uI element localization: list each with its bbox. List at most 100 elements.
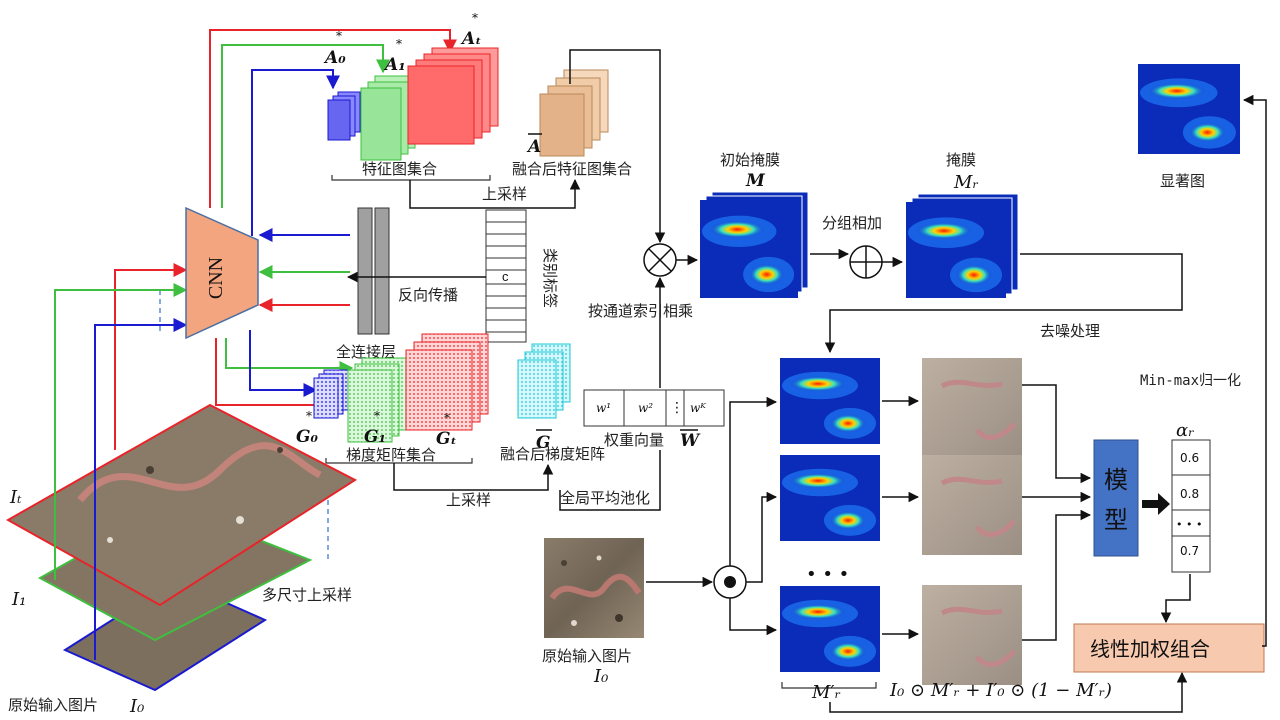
weight-2: w² xyxy=(638,401,653,415)
perturbed-2 xyxy=(922,455,1022,555)
formula: I₀ ⊙ M′ᵣ + I′₀ ⊙ (1 − M′ᵣ) xyxy=(889,680,1112,701)
perturbed-images: I₀ ⊙ M′ᵣ + I′₀ ⊙ (1 − M′ᵣ) xyxy=(882,358,1112,701)
model-output-arrow xyxy=(1142,493,1170,515)
linear-combo-label: 线性加权组合 xyxy=(1090,637,1210,661)
class-label-vector: c 类别标签 反向传播 xyxy=(346,209,559,343)
weight-vector: w¹ w² ⋮ wᴷ 权重向量 W 全局平均池化 xyxy=(559,276,725,511)
label-at: Aₜ xyxy=(460,29,482,49)
channel-mult-label: 按通道索引相乘 xyxy=(588,302,693,320)
fc-layer: 全连接层 xyxy=(336,207,396,361)
group-add-label: 分组相加 xyxy=(822,214,882,232)
label-a0: A₀ xyxy=(323,48,346,68)
denoised-masks: • • • M′ᵣ xyxy=(780,358,1188,713)
star: * xyxy=(306,409,312,423)
star: * xyxy=(396,37,402,51)
label-i1: I₁ xyxy=(11,589,26,610)
model-block: 模 型 αᵣ xyxy=(1093,420,1194,557)
gap-line xyxy=(559,450,661,511)
original-image: 原始输入图片 I₀ xyxy=(542,538,714,687)
orig-input-label: 原始输入图片 xyxy=(542,647,632,665)
feature-maps-red xyxy=(407,47,499,145)
grad-blue xyxy=(313,369,349,419)
bracket xyxy=(325,458,473,464)
feature-map-set: A₀ * A₁ * Aₜ * 特征图集合 xyxy=(323,11,499,181)
input-image-stack: Iₜ I₁ 多尺寸上采样 原始输入图片 I₀ xyxy=(5,290,357,717)
class-label-text: 类别标签 xyxy=(541,248,559,308)
label-i0: I₀ xyxy=(593,666,608,687)
gap-label: 全局平均池化 xyxy=(560,489,650,507)
label-abar: A xyxy=(526,137,541,157)
upsample-bottom: 上采样 xyxy=(393,463,554,509)
grad-set-label: 梯度矩阵集合 xyxy=(346,446,436,464)
fused-gradient: G 融合后梯度矩阵 xyxy=(500,343,605,463)
label-g1: G₁ xyxy=(364,427,386,447)
linear-combination: 线性加权组合 Min-max归一化 xyxy=(1073,94,1267,673)
label-i0-left: I₀ xyxy=(129,696,144,717)
saliency-label: 显著图 xyxy=(1160,172,1205,190)
backprop-label: 反向传播 xyxy=(398,286,458,304)
odot-operator xyxy=(713,396,778,636)
grad-red xyxy=(405,333,489,431)
weight-1: w¹ xyxy=(596,401,611,415)
cnn-block: CNN xyxy=(185,206,259,340)
weight-k: wᴷ xyxy=(690,401,707,415)
mask-1 xyxy=(780,358,880,444)
fused-feature-set-label: 融合后特征图集合 xyxy=(512,160,632,178)
feature-maps-green xyxy=(360,75,416,161)
mask-mr: 掩膜 Mᵣ 去噪处理 xyxy=(824,151,1183,354)
alpha-2: 0.8 xyxy=(1180,487,1199,501)
label-g0: G₀ xyxy=(296,427,319,447)
minmax-label: Min-max归一化 xyxy=(1140,372,1241,389)
label-mr: Mᵣ xyxy=(953,172,979,193)
backprop-lines xyxy=(258,228,350,312)
upsample-top-label: 上采样 xyxy=(482,185,527,203)
alpha-vector: 0.6 0.8 • • • 0.7 xyxy=(1160,439,1211,624)
multi-upsample-label: 多尺寸上采样 xyxy=(262,586,352,604)
label-mr-prime: M′ᵣ xyxy=(811,682,841,703)
perturbed-1 xyxy=(922,358,1022,458)
label-gbar: G xyxy=(536,433,551,453)
label-m: M xyxy=(745,171,766,191)
label-wbar: W xyxy=(680,431,701,451)
star: * xyxy=(374,409,380,423)
model-text: 模型 xyxy=(1200,0,1202,2)
upsample-top: 上采样 xyxy=(409,178,581,209)
label-a1: A₁ xyxy=(383,55,406,75)
fused-to-mult xyxy=(569,49,666,244)
input-connections xyxy=(54,263,188,660)
gradient-matrix-set: G₀ * G₁ * Gₜ * 梯度矩阵集合 xyxy=(296,333,489,464)
feature-maps-blue xyxy=(327,91,361,141)
upsample-bottom-label: 上采样 xyxy=(446,491,491,509)
star: * xyxy=(336,29,342,43)
mask-label: 掩膜 xyxy=(946,151,976,169)
bracket xyxy=(781,682,877,689)
alpha-3: 0.7 xyxy=(1180,544,1199,558)
label-it: Iₜ xyxy=(9,487,22,508)
mask-2 xyxy=(780,455,880,541)
denoise-label: 去噪处理 xyxy=(1040,322,1100,340)
fused-grad-label: 融合后梯度矩阵 xyxy=(500,445,605,463)
bracket xyxy=(331,175,491,181)
initial-mask: 初始掩膜 M 分组相加 xyxy=(700,151,882,298)
cnn-label: CNN xyxy=(205,257,227,299)
model-label-1: 模 xyxy=(1104,466,1128,494)
mask-ellipsis: • • • xyxy=(806,564,849,585)
model-label-2: 型 xyxy=(1104,506,1128,534)
orig-input-i0-label: 原始输入图片 xyxy=(8,696,98,714)
grad-green xyxy=(347,357,407,443)
weight-ellipsis: ⋮ xyxy=(670,400,684,416)
fused-feature-maps: A 融合后特征图集合 xyxy=(512,49,666,244)
alpha-1: 0.6 xyxy=(1180,451,1199,465)
alpha-ellipsis: • • • xyxy=(1176,518,1202,531)
worm-shape xyxy=(77,442,322,503)
channel-multiply: 按通道索引相乘 xyxy=(588,243,699,320)
group-add xyxy=(849,245,904,279)
perturbed-3 xyxy=(922,585,1022,685)
label-alpha: αᵣ xyxy=(1176,420,1194,441)
initial-mask-label: 初始掩膜 xyxy=(720,151,780,169)
star: * xyxy=(472,11,478,25)
weight-vector-label: 权重向量 xyxy=(604,431,664,449)
mask-3 xyxy=(780,586,880,672)
saliency-map: 显著图 xyxy=(1138,64,1240,190)
feature-set-label: 特征图集合 xyxy=(362,160,437,178)
